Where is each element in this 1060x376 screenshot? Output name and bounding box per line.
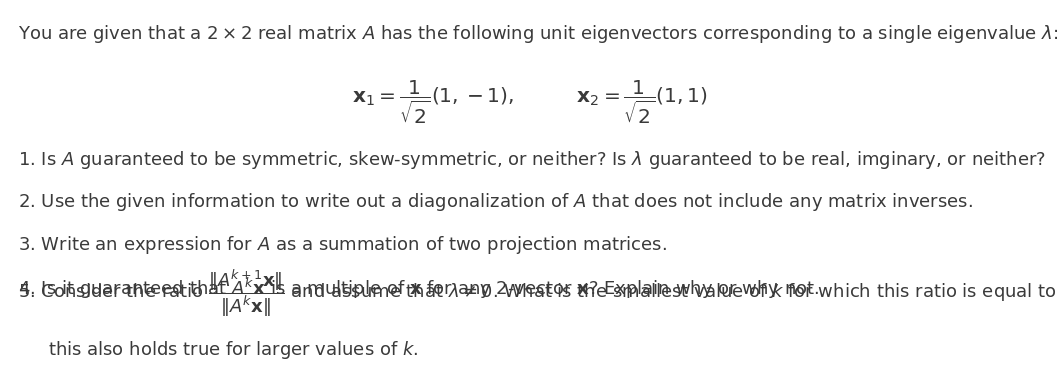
Text: 4. Is it guaranteed that $\mathit{A}^k\mathbf{x}$ is a multiple of $\mathbf{x}$ : 4. Is it guaranteed that $\mathit{A}^k\m… <box>18 276 819 302</box>
Text: $\mathbf{x}_1 = \dfrac{1}{\sqrt{2}}(1, -1), \qquad\quad \mathbf{x}_2 = \dfrac{1}: $\mathbf{x}_1 = \dfrac{1}{\sqrt{2}}(1, -… <box>352 79 708 126</box>
Text: 2. Use the given information to write out a diagonalization of $\mathit{A}$ that: 2. Use the given information to write ou… <box>18 191 973 213</box>
Text: You are given that a $2 \times 2$ real matrix $\mathit{A}$ has the following uni: You are given that a $2 \times 2$ real m… <box>18 23 1058 45</box>
Text: 1. Is $\mathit{A}$ guaranteed to be symmetric, skew-symmetric, or neither? Is $\: 1. Is $\mathit{A}$ guaranteed to be symm… <box>18 149 1046 171</box>
Text: 3. Write an expression for $\mathit{A}$ as a summation of two projection matrice: 3. Write an expression for $\mathit{A}$ … <box>18 234 667 256</box>
Text: 5. Consider the ratio $\dfrac{\|\mathit{A}^{k+1}\mathbf{x}\|}{\|\mathit{A}^k\mat: 5. Consider the ratio $\dfrac{\|\mathit{… <box>18 267 1060 319</box>
Text: this also holds true for larger values of $k$.: this also holds true for larger values o… <box>48 339 418 361</box>
